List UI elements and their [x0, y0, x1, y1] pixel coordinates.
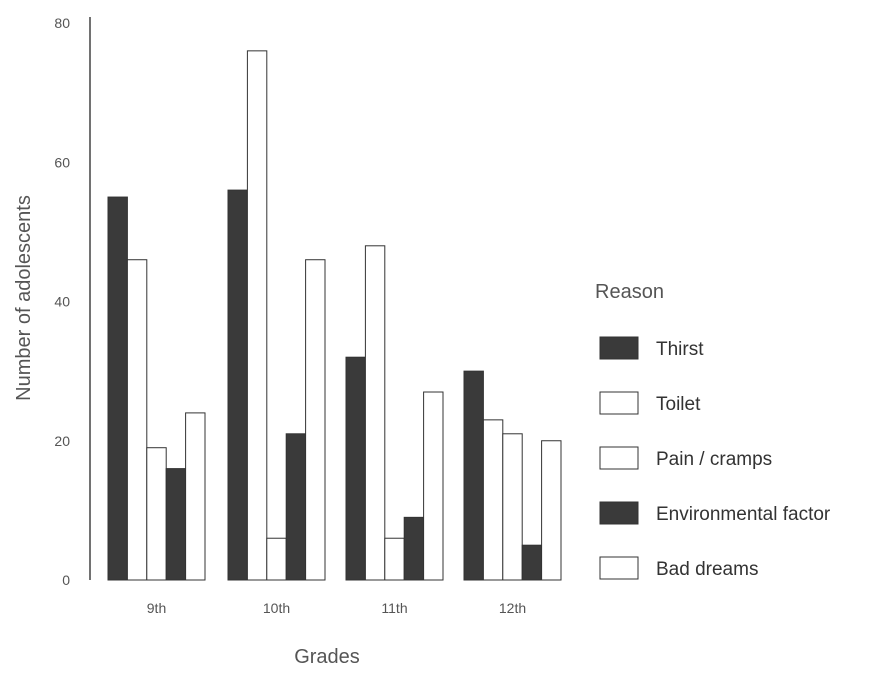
bar-pain-cramps-10th	[266, 537, 287, 581]
x-tick-label: 10th	[263, 600, 290, 616]
legend-label: Pain / cramps	[656, 449, 772, 470]
legend-swatch	[599, 446, 639, 470]
bar-environmental-factor-12th	[521, 544, 543, 581]
x-tick-label: 12th	[499, 600, 526, 616]
x-axis-title: Grades	[294, 646, 360, 668]
bar-thirst-10th	[227, 189, 248, 581]
y-tick-label: 40	[54, 294, 70, 310]
bar-thirst-11th	[345, 356, 366, 581]
bar-toilet-11th	[364, 245, 386, 581]
x-axis-ticks: 9th 10th 11th 12th	[147, 600, 526, 616]
bar-toilet-12th	[482, 419, 504, 581]
bar-bad-dreams-10th	[305, 259, 326, 581]
y-axis-title: Number of adolescents	[13, 195, 35, 401]
legend-swatch	[599, 336, 639, 360]
y-tick-label: 80	[54, 15, 70, 31]
legend-swatch	[599, 556, 639, 580]
bar-pain-cramps-9th	[146, 447, 167, 581]
bars	[107, 50, 562, 581]
y-tick-label: 20	[54, 433, 70, 449]
bar-environmental-factor-9th	[165, 468, 187, 581]
legend-label: Thirst	[656, 339, 704, 360]
bar-bad-dreams-11th	[423, 391, 444, 581]
legend-title: Reason	[595, 281, 664, 303]
x-tick-label: 11th	[381, 600, 407, 616]
legend-label: Toilet	[656, 394, 701, 415]
y-axis-ticks: 0 20 40 60 80	[54, 15, 70, 588]
y-tick-label: 0	[62, 572, 70, 588]
y-tick-label: 60	[54, 154, 70, 170]
bar-bad-dreams-9th	[185, 412, 206, 581]
bar-thirst-12th	[463, 370, 484, 581]
legend-label: Bad dreams	[656, 559, 758, 580]
bar-toilet-10th	[246, 50, 268, 581]
bar-toilet-9th	[126, 259, 148, 581]
bar-thirst-9th	[107, 196, 128, 581]
bar-environmental-factor-11th	[403, 516, 425, 581]
bar-environmental-factor-10th	[285, 433, 307, 581]
legend: Thirst Toilet Pain / cramps Environmental f…	[599, 336, 831, 580]
legend-swatch	[599, 391, 639, 415]
x-tick-label: 9th	[147, 600, 166, 616]
bar-pain-cramps-11th	[384, 537, 405, 581]
bar-pain-cramps-12th	[502, 433, 523, 581]
bar-bad-dreams-12th	[541, 440, 562, 581]
legend-label: Environmental factor	[656, 504, 831, 525]
legend-swatch	[599, 501, 639, 525]
